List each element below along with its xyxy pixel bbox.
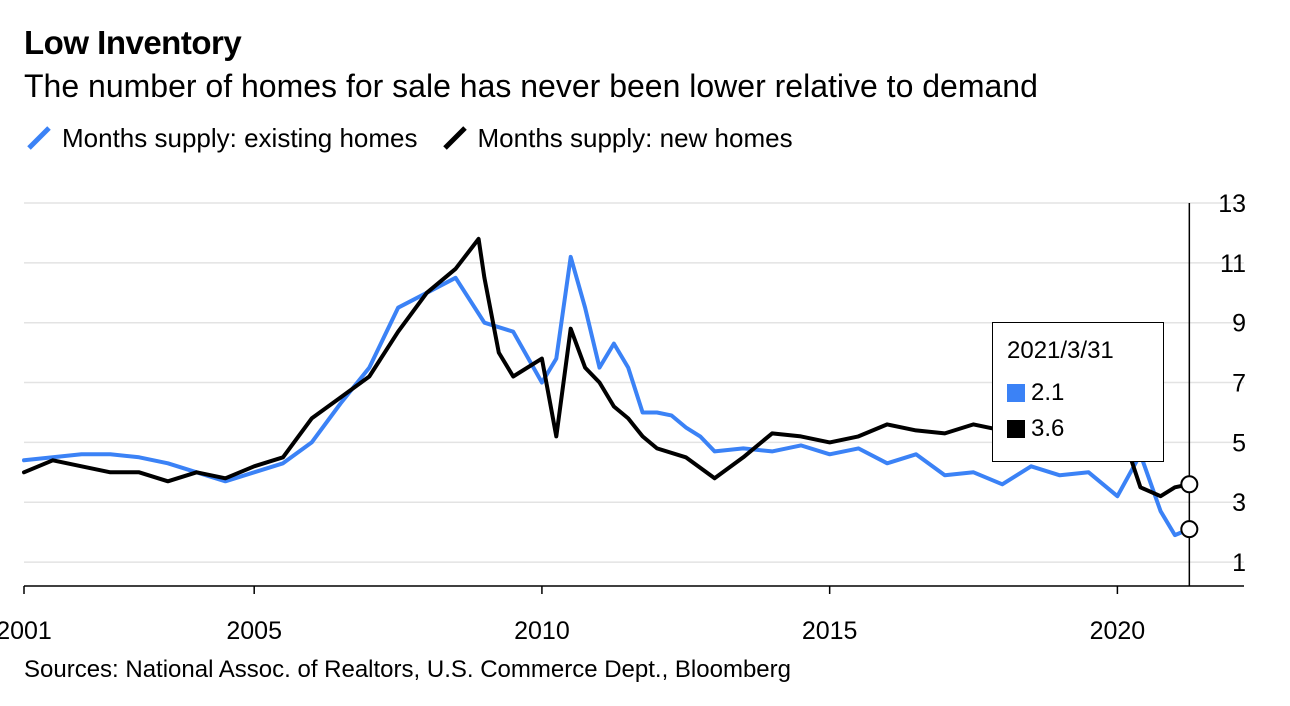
y-tick-label-5: 5 — [1232, 429, 1246, 457]
y-tick-label-11: 11 — [1220, 250, 1246, 278]
hover-marker-new — [1180, 475, 1199, 494]
tooltip-swatch-new — [1007, 420, 1025, 438]
x-tick-label-2005: 2005 — [226, 617, 282, 645]
legend-swatch-new-icon — [442, 126, 467, 150]
series-line-existing — [22, 254, 1192, 538]
x-tick-label-2015: 2015 — [802, 617, 858, 645]
legend: Months supply: existing homes Months sup… — [24, 120, 815, 156]
hover-marker-existing — [1180, 520, 1199, 539]
tooltip-value-new: 3.6 — [1031, 415, 1065, 442]
legend-item-new: Months supply: new homes — [440, 123, 793, 154]
y-tick-label-13: 13 — [1218, 190, 1246, 218]
legend-swatch-existing-icon — [27, 126, 51, 150]
x-tick-label-2001: 2001 — [0, 617, 52, 645]
tooltip-row-existing: 2.1 — [1007, 375, 1163, 411]
legend-label-new: Months supply: new homes — [477, 122, 793, 153]
legend-item-existing: Months supply: existing homes — [24, 123, 418, 154]
tooltip-date: 2021/3/31 — [1007, 337, 1114, 364]
tooltip-row-new: 3.6 — [1007, 411, 1163, 447]
y-tick-label-7: 7 — [1232, 370, 1246, 398]
y-tick-label-1: 1 — [1232, 549, 1246, 577]
chart-title: Low Inventory — [24, 24, 242, 61]
tooltip-value-existing: 2.1 — [1031, 379, 1065, 406]
x-tick-label-2020: 2020 — [1090, 617, 1146, 645]
tooltip-swatch-existing — [1007, 384, 1025, 402]
x-tick-label-2010: 2010 — [514, 617, 570, 645]
legend-label-existing: Months supply: existing homes — [62, 122, 418, 153]
chart-subtitle: The number of homes for sale has never b… — [24, 68, 1038, 104]
source-note: Sources: National Assoc. of Realtors, U.… — [24, 656, 791, 683]
y-tick-label-9: 9 — [1232, 310, 1246, 338]
y-tick-label-3: 3 — [1232, 489, 1246, 517]
hover-tooltip: 2021/3/31 2.1 3.6 — [992, 322, 1164, 462]
